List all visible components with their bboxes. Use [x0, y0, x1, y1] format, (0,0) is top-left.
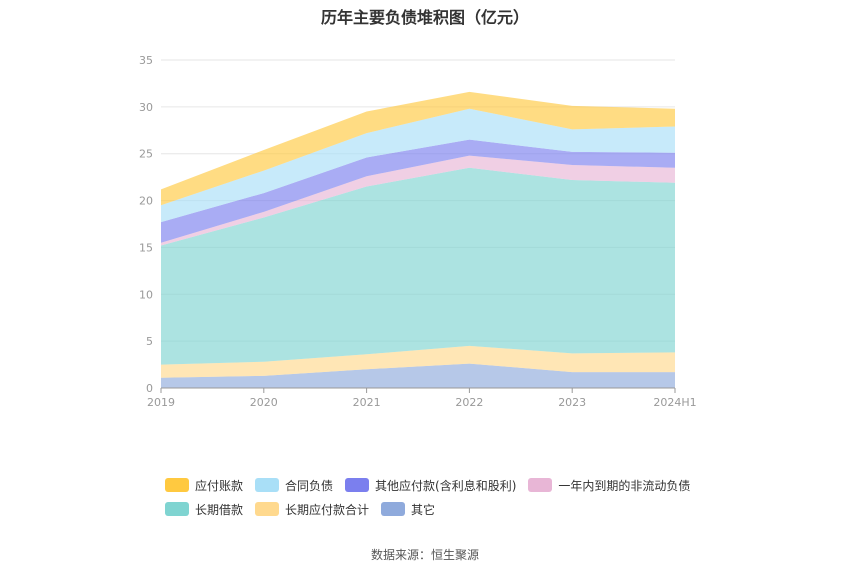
x-tick-label: 2023: [558, 396, 586, 409]
legend-label: 长期借款: [195, 502, 244, 517]
y-tick-label: 5: [146, 335, 153, 348]
legend-swatch: [345, 478, 370, 492]
legend-item[interactable]: 长期借款: [165, 501, 243, 518]
x-tick-label: 2022: [455, 396, 483, 409]
area-series-一年内到期的非流动负债: [161, 155, 675, 246]
y-tick-label: 10: [139, 288, 153, 301]
legend-label: 其他应付款(含利息和股利): [375, 478, 517, 493]
x-tick-label: 2024H1: [653, 396, 696, 409]
legend-swatch: [381, 502, 406, 516]
area-series-其他应付款(含利息和股利): [161, 139, 675, 243]
legend-item[interactable]: 其他应付款(含利息和股利): [345, 477, 516, 494]
x-tick-label: 2019: [147, 396, 175, 409]
data-source-note: 数据来源：恒生聚源: [370, 548, 479, 562]
legend-label: 长期应付款合计: [285, 502, 370, 517]
legend-item[interactable]: 长期应付款合计: [255, 501, 369, 518]
x-tick-label: 2020: [250, 396, 278, 409]
chart-title: 历年主要负债堆积图（亿元）: [320, 8, 529, 27]
legend-label: 合同负债: [285, 478, 334, 493]
legend-label: 其它: [411, 502, 436, 517]
y-tick-label: 20: [139, 195, 153, 208]
legend-item[interactable]: 一年内到期的非流动负债: [528, 477, 690, 494]
y-tick-label: 30: [139, 101, 153, 114]
legend-swatch: [165, 502, 189, 516]
y-tick-label: 25: [139, 148, 153, 161]
area-series-长期应付款合计: [161, 345, 675, 378]
area-series-长期借款: [161, 167, 675, 365]
legend-swatch: [165, 478, 189, 492]
legend-item[interactable]: 其它: [381, 501, 435, 518]
y-tick-label: 0: [146, 382, 153, 395]
legend-row: 应付账款 合同负债 其他应付款(含利息和股利) 一年内到期的非流动负债: [165, 473, 725, 497]
area-series-应付账款: [161, 91, 675, 206]
legend-label: 一年内到期的非流动负债: [558, 478, 691, 493]
legend-row: 长期借款 长期应付款合计 其它: [165, 497, 725, 521]
chart-legend: 应付账款 合同负债 其他应付款(含利息和股利) 一年内到期的非流动负债长期借款 长期应付…: [165, 473, 725, 521]
y-tick-label: 35: [139, 54, 153, 67]
legend-label: 应付账款: [195, 478, 244, 493]
legend-item[interactable]: 合同负债: [255, 477, 333, 494]
y-tick-label: 15: [139, 241, 153, 254]
area-series-合同负债: [161, 108, 675, 223]
legend-swatch: [528, 478, 553, 492]
area-series-其它: [161, 363, 675, 388]
stacked-area-chart: 0 5 10 15 20 25 30 35 2019 2020 2021 2022 2023 2024H1: [139, 54, 697, 409]
legend-item[interactable]: 应付账款: [165, 477, 243, 494]
legend-swatch: [255, 502, 280, 516]
x-tick-label: 2021: [353, 396, 381, 409]
legend-swatch: [255, 478, 280, 492]
